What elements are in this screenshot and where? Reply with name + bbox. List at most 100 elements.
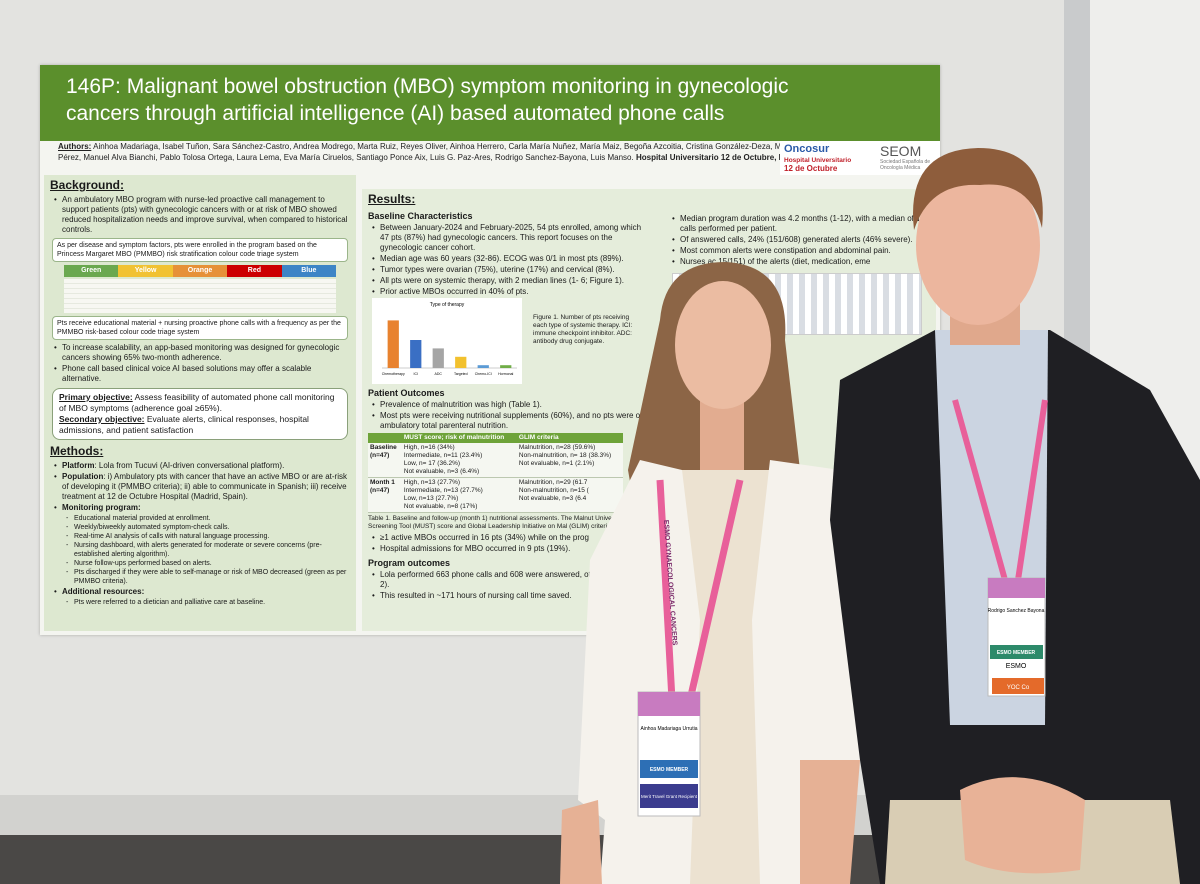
sub-item: Nursing dashboard, with alerts generated… [74,541,350,559]
objectives: Primary objective: Assess feasibility of… [52,388,348,440]
colour-cell: Yellow [118,265,173,277]
bullet-item: Prior active MBOs occurred in 40% of pts… [380,287,646,297]
x-tick-label: Chemotherapy [382,372,405,376]
bar [410,340,422,368]
sub-item: Pts were referred to a dietician and pal… [74,598,350,607]
affiliation: Hospital Universitario 12 de Octubre, Ma… [635,153,834,162]
colour-code: Green Yellow Orange Red Blue [64,265,337,277]
bullet-item: To increase scalability, an app-based mo… [62,343,350,363]
cell-line: Baseline [370,444,397,451]
poster-title: 146P: Malignant bowel obstruction (MBO) … [66,75,789,125]
bullet-item: All pts were on systemic therapy, with 2… [380,276,646,286]
bullet-item: Lola performed 663 phone calls and 608 w… [380,570,646,590]
cell-line: Not evaluable, n=1 (2.1%) [518,460,595,467]
logo: 12 de Octubre [784,164,838,173]
logo: Oncosur [784,143,830,155]
label: Additional resources: [62,587,145,596]
cell-line: Month 1 [370,479,395,486]
sub-item: Weekly/biweekly automated symptom-check … [74,523,350,532]
bullet-item: Median program duration was 4.2 months (… [680,214,926,234]
title-bar [40,65,940,141]
cell-line: High, n=16 (34%) [403,444,455,451]
label: Primary objective: [59,392,133,402]
x-tick-label: Chemo-ICI [475,372,492,376]
bullet-item: Of answered calls, 24% (151/608) generat… [680,235,926,245]
caption: Table 1. Baseline and follow-up (month 1… [368,515,645,530]
cell-line: (n=47) [370,487,390,494]
label: Monitoring program: [62,503,141,512]
calls-box: Pts receive educational material + nursi… [52,316,348,340]
table: MUST score; risk of malnutrition GLIM cri… [368,433,623,513]
header-cell [368,433,402,443]
text: : i) Ambulatory pts with cancer that hav… [62,472,347,501]
cell-line: Malnutrition, n=29 (61.7 [518,479,588,486]
cell-line: Non-malnutrition, n=15 ( [518,487,589,494]
cell-line: Non-malnutrition, n= 18 (38.3%) [518,452,612,459]
bullet-item: Prevalence of malnutrition was high (Tab… [380,400,646,410]
text: Assess feasibility of automated phone ca… [59,392,335,413]
yoc-band [992,678,1044,694]
cell-line: High, n=13 (27.7%) [403,479,461,486]
x-tick-label: ICI [414,372,419,376]
sub-item: Real-time AI analysis of calls with natu… [74,532,350,541]
figure-chart: Type of therapy Chemotherapy ICI ADC Target… [372,298,522,384]
logo: Hospital Universitario [784,157,852,164]
man-hair [913,148,1043,230]
bullet-item: Tumor types were ovarian (75%), uterine … [380,265,646,275]
cell: High, n=13 (27.7%) Intermediate, n=13 (27… [401,477,517,513]
bullet-item: Between January-2024 and February-2025, … [380,223,646,253]
bullet-item: An ambulatory MBO program with nurse-led… [62,195,350,235]
badge-yoc: YOC Co [1007,685,1030,691]
cell: Baseline (n=47) [368,443,402,478]
cell-line: Low, n= 17 (36.2%) [403,460,461,467]
x-tick-label: ADC [435,372,443,376]
text: : Lola from Tucuvi (AI-driven conversati… [94,461,285,470]
logo: Sociedad Española de Oncología Médica [880,159,931,171]
authors-list: Ainhoa Madariaga, Isabel Tuñon, Sara Sán… [58,142,826,162]
grant-band [640,784,698,808]
cell-line: Intermediate, n=13 (27.7%) [403,487,483,494]
bar [477,365,489,368]
colour-cell: Red [227,265,282,277]
cell-line: Not evaluable, n=3 (6.4%) [403,468,480,475]
cell-line: Not evaluable, n=8 (17%) [403,503,478,510]
badge-name: Rodrigo Sanchez Bayona [988,608,1045,614]
authors: Authors: Ainhoa Madariaga, Isabel Tuñon,… [58,141,838,163]
bullet-item: Monitoring program: [62,503,350,513]
cell: Malnutrition, n=28 (59.6%) Non-malnutriti… [516,443,623,478]
chart-title: Type of therapy [430,302,465,308]
man-lanyard [952,399,1048,581]
cell: Month 1 (n=47) [368,477,402,513]
bullet-item: Platform: Lola from Tucuvi (AI-driven co… [62,461,350,471]
badge-header [638,692,700,716]
x-tick-label: Targeted [454,372,468,376]
member-band [990,645,1043,659]
label: Platform [62,461,95,470]
x-tick-label: Hormonal [498,372,513,376]
text: Evaluate alerts, clinical responses, hos… [59,414,309,435]
bar [387,320,399,368]
caption: Figure 1. Number of pts receiving each t… [533,314,633,345]
badge-name: Ainhoa Madariaga Urrutia [641,726,698,732]
cell-line: Malnutrition, n=28 (59.6%) [518,444,596,451]
triage-box: As per disease and symptom factors, pts … [52,238,348,262]
badge-header [988,578,1045,598]
bullet-item: Population: i) Ambulatory pts with cance… [62,472,350,502]
label: Population [62,472,104,481]
bullet-item: Most common alerts were constipation and… [680,246,926,256]
bullet-item: Nurses ac 15/151) of the alerts (diet, m… [680,257,926,267]
bullet-item: Most pts were receiving nutritional supp… [380,411,646,431]
cell: Malnutrition, n=29 (61.7 Non-malnutrition… [516,477,623,513]
badge-member: ESMO MEMBER [650,767,689,773]
colour-cell: Blue [281,265,337,277]
bullet-item: ≥1 active MBOs occurred in 16 pts (34%) … [380,533,646,543]
cell-line: Not evaluable, n=3 (6.4 [518,495,587,502]
poster: 146P: Malignant bowel obstruction (MBO) … [40,65,940,635]
bar [455,356,467,368]
badge-member: ESMO MEMBER [997,650,1036,656]
figure: Type of therapy Chemotherapy ICI ADC Target… [362,298,652,384]
woman-hand [560,800,602,884]
heading: Background: [50,178,125,192]
